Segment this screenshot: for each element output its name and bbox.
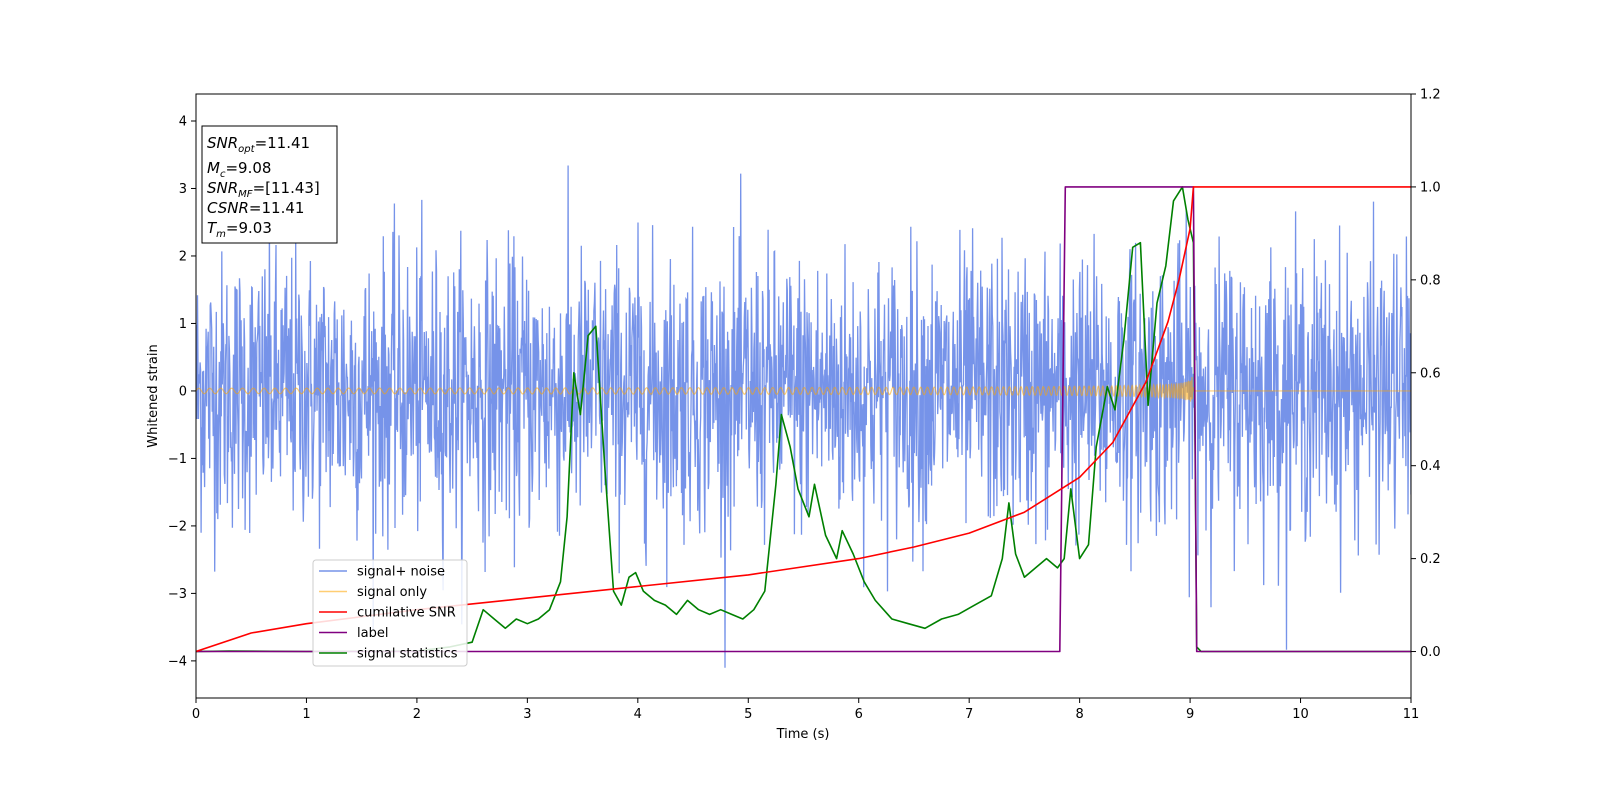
y-left-tick-label: 2 — [179, 249, 187, 264]
legend-label: cumilative SNR — [357, 606, 456, 621]
y-left-tick-label: −3 — [168, 587, 187, 602]
annotation-line: SNRMF=[11.43] — [207, 179, 320, 200]
legend-label: signal+ noise — [357, 565, 445, 580]
x-axis-label: Time (s) — [776, 727, 830, 742]
signal-noise-line — [196, 165, 1411, 668]
x-tick-label: 5 — [744, 707, 752, 722]
y-right-tick-label: 0.4 — [1420, 459, 1441, 474]
signal-only-line — [196, 377, 1411, 402]
y-right-tick-label: 0.2 — [1420, 552, 1441, 567]
y-right-tick-label: 0.0 — [1420, 645, 1441, 660]
x-axis: 0 1 2 3 4 5 6 7 8 9 10 11 — [192, 698, 1419, 722]
plot-frame — [195, 93, 1412, 699]
legend-label: label — [357, 626, 388, 641]
annotation-line: SNRopt=11.41 — [207, 134, 310, 155]
y-left-tick-label: −2 — [168, 519, 187, 534]
annotation-line: Tm=9.03 — [207, 219, 272, 240]
y-axis-label: Whitened strain — [146, 344, 161, 447]
x-tick-label: 8 — [1075, 707, 1083, 722]
y-left-tick-label: −1 — [168, 452, 187, 467]
annotation-line: Mc=9.08 — [207, 159, 271, 180]
x-tick-label: 3 — [523, 707, 531, 722]
y-left-tick-label: 1 — [179, 317, 187, 332]
x-tick-label: 11 — [1403, 707, 1420, 722]
x-tick-label: 4 — [634, 707, 642, 722]
x-tick-label: 0 — [192, 707, 200, 722]
y-right-tick-label: 0.8 — [1420, 273, 1441, 288]
x-tick-label: 1 — [302, 707, 310, 722]
legend-label: signal statistics — [357, 647, 458, 662]
x-tick-label: 9 — [1186, 707, 1194, 722]
y-axis-right: 0.0 0.2 0.4 0.6 0.8 1.0 1.2 — [1411, 88, 1441, 660]
series-layer — [196, 165, 1411, 668]
y-right-tick-label: 1.2 — [1420, 88, 1441, 103]
annotation-box: SNRopt=11.41 Mc=9.08SNRMF=[11.43]CSNR=11.… — [201, 125, 338, 244]
label-line — [196, 186, 1411, 653]
y-left-tick-label: 4 — [179, 114, 187, 129]
signal-statistics-line — [196, 186, 1411, 653]
y-right-tick-label: 0.6 — [1420, 366, 1441, 381]
legend-label: signal only — [357, 585, 427, 600]
x-tick-label: 2 — [413, 707, 421, 722]
x-tick-label: 6 — [855, 707, 863, 722]
legend: signal+ noise signal only cumilative SNR la… — [312, 559, 468, 667]
annotation-line: CSNR=11.41 — [207, 199, 304, 217]
y-left-tick-label: 3 — [179, 182, 187, 197]
y-axis-left: −4 −3 −2 −1 0 1 2 3 4 — [168, 114, 196, 669]
y-left-tick-label: −4 — [168, 654, 187, 669]
x-tick-label: 7 — [965, 707, 973, 722]
legend-box — [312, 559, 468, 667]
y-right-tick-label: 1.0 — [1420, 180, 1441, 195]
x-tick-label: 10 — [1292, 707, 1309, 722]
y-left-tick-label: 0 — [179, 384, 187, 399]
